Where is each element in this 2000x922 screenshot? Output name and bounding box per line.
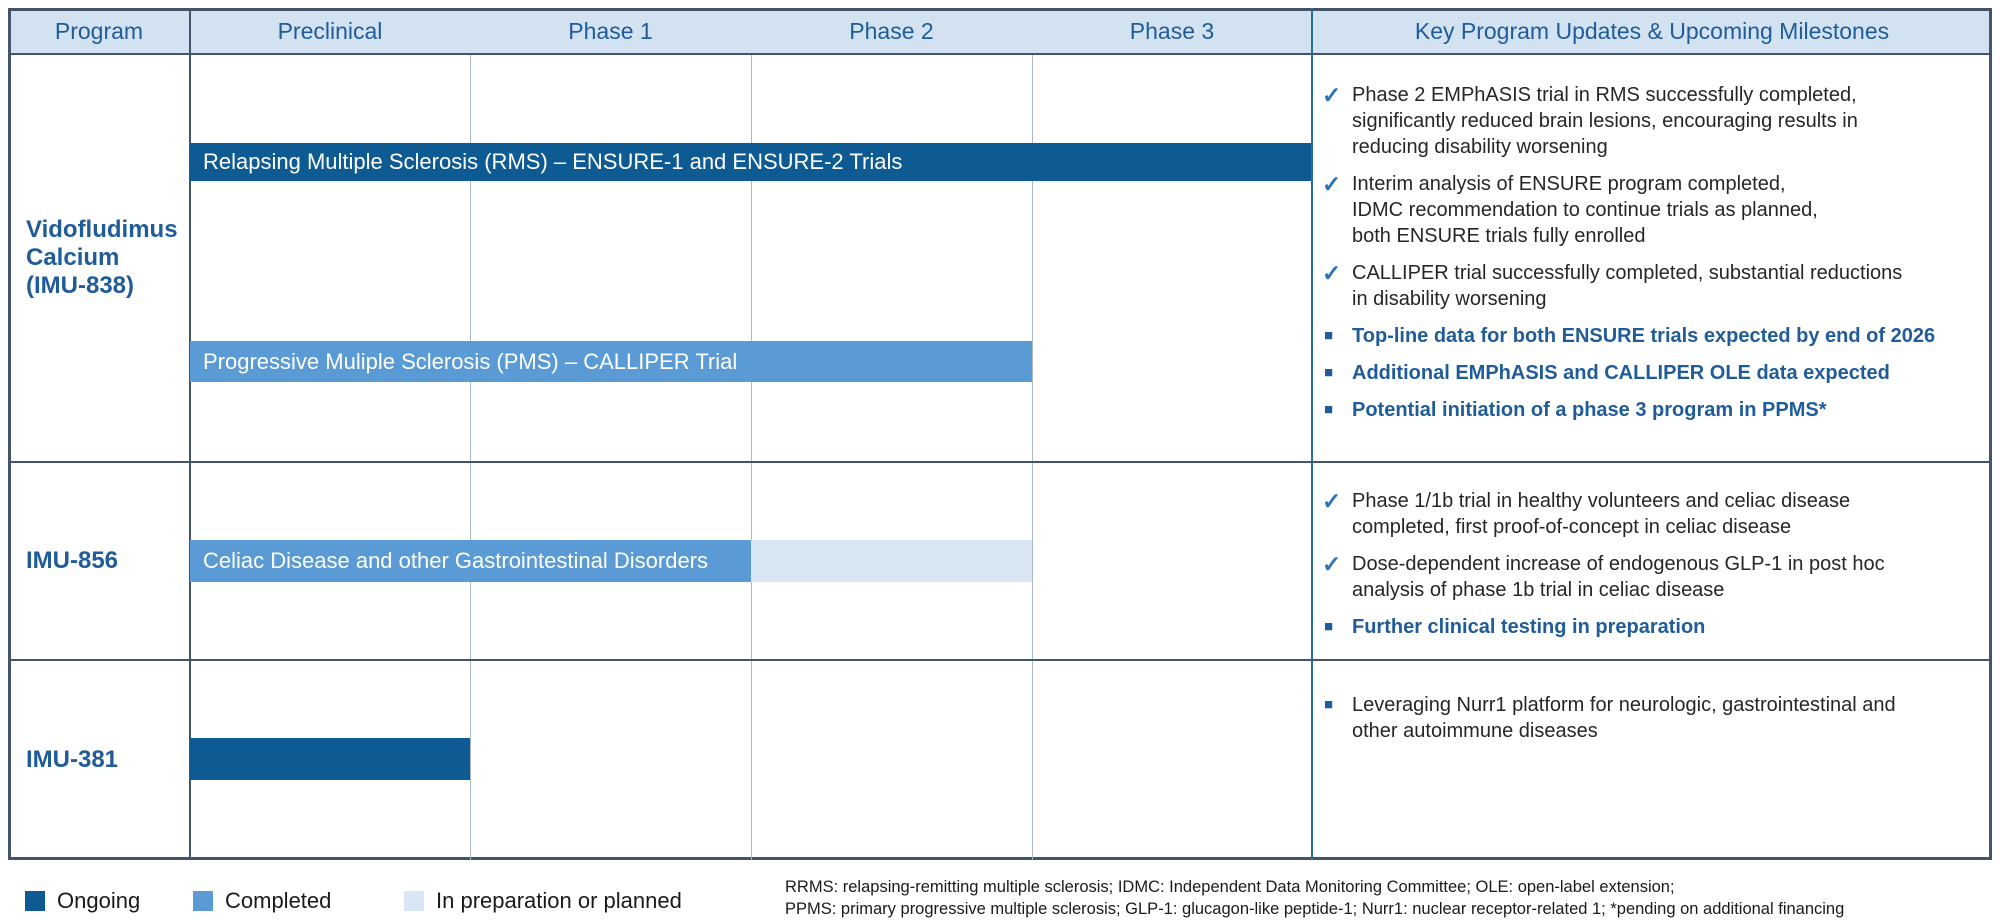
updates-list-imu856: ✓ Phase 1/1b trial in healthy volunteers… xyxy=(1322,488,1982,640)
column-header-program: Program xyxy=(54,18,144,44)
program-name-imu838: Vidofludimus Calcium (IMU-838) xyxy=(26,216,178,299)
update-text: Phase 2 EMPhASIS trial in RMS successful… xyxy=(1352,84,1858,158)
legend-item-completed: Completed xyxy=(193,888,331,914)
footnote-line-1: RRMS: relapsing-remitting multiple scler… xyxy=(785,878,1675,896)
update-item: ■ Additional EMPhASIS and CALLIPER OLE d… xyxy=(1322,360,1982,386)
square-bullet-icon: ■ xyxy=(1324,618,1334,635)
checkmark-icon: ✓ xyxy=(1322,82,1342,108)
grid-line-key-updates xyxy=(1311,8,1313,860)
square-bullet-icon: ■ xyxy=(1324,364,1334,381)
checkmark-icon: ✓ xyxy=(1322,551,1342,577)
update-item: ■ Top-line data for both ENSURE trials e… xyxy=(1322,323,1982,349)
updates-list-imu838: ✓ Phase 2 EMPhASIS trial in RMS successf… xyxy=(1322,82,1982,423)
table-header-row xyxy=(8,8,1992,55)
bar-imu381-preclinical xyxy=(190,738,470,780)
update-item: ■ Leveraging Nurr1 platform for neurolog… xyxy=(1322,692,1982,744)
update-text: Top-line data for both ENSURE trials exp… xyxy=(1352,325,1936,347)
checkmark-icon: ✓ xyxy=(1322,260,1342,286)
update-text: Interim analysis of ENSURE program compl… xyxy=(1352,173,1818,247)
column-header-key-updates: Key Program Updates & Upcoming Milestone… xyxy=(1414,18,1890,44)
update-text: Phase 1/1b trial in healthy volunteers a… xyxy=(1352,490,1851,538)
row-divider-1 xyxy=(8,461,1992,463)
column-header-phase2: Phase 2 xyxy=(849,18,934,44)
update-text: Further clinical testing in preparation xyxy=(1352,616,1706,638)
column-header-preclinical: Preclinical xyxy=(277,18,383,44)
square-bullet-icon: ■ xyxy=(1324,327,1334,344)
program-name-imu381: IMU-381 xyxy=(26,746,119,773)
planned-swatch-icon xyxy=(404,891,424,911)
grid-line-phase2 xyxy=(751,55,752,860)
updates-list-imu381: ■ Leveraging Nurr1 platform for neurolog… xyxy=(1322,692,1982,744)
bar-label: Progressive Muliple Sclerosis (PMS) – CA… xyxy=(203,348,738,374)
legend-item-ongoing: Ongoing xyxy=(25,888,140,914)
grid-line-program xyxy=(189,8,191,860)
update-item: ■ Further clinical testing in preparatio… xyxy=(1322,614,1982,640)
grid-line-phase1 xyxy=(470,55,471,860)
program-name-imu856: IMU-856 xyxy=(26,546,119,574)
footnotes: RRMS: relapsing-remitting multiple scler… xyxy=(785,876,1995,920)
bar-pms-calliper-trial: Progressive Muliple Sclerosis (PMS) – CA… xyxy=(190,341,1032,382)
column-header-phase3: Phase 3 xyxy=(1129,18,1215,44)
legend-label: Completed xyxy=(225,888,332,913)
update-text: Dose-dependent increase of endogenous GL… xyxy=(1352,553,1885,601)
bar-label: Celiac Disease and other Gastrointestina… xyxy=(203,548,709,573)
column-header-phase1: Phase 1 xyxy=(568,18,653,44)
checkmark-icon: ✓ xyxy=(1322,488,1342,514)
bar-celiac-planned-extension xyxy=(751,540,1032,582)
ongoing-swatch-icon xyxy=(25,891,45,911)
bar-label: Relapsing Multiple Sclerosis (RMS) – ENS… xyxy=(203,149,903,174)
grid-line-phase3 xyxy=(1032,55,1033,860)
update-item: ✓ Phase 1/1b trial in healthy volunteers… xyxy=(1322,488,1982,540)
update-text: CALLIPER trial successfully completed, s… xyxy=(1352,262,1903,310)
update-item: ✓ CALLIPER trial successfully completed,… xyxy=(1322,260,1982,312)
bar-celiac-disease: Celiac Disease and other Gastrointestina… xyxy=(190,540,751,582)
completed-swatch-icon xyxy=(193,891,213,911)
checkmark-icon: ✓ xyxy=(1322,171,1342,197)
legend-label: In preparation or planned xyxy=(436,888,682,913)
update-text: Leveraging Nurr1 platform for neurologic… xyxy=(1352,694,1896,742)
update-item: ✓ Dose-dependent increase of endogenous … xyxy=(1322,551,1982,603)
update-item: ■ Potential initiation of a phase 3 prog… xyxy=(1322,397,1982,423)
square-bullet-icon: ■ xyxy=(1324,401,1334,418)
update-item: ✓ Phase 2 EMPhASIS trial in RMS successf… xyxy=(1322,82,1982,160)
footnote-line-2: PPMS: primary progressive multiple scler… xyxy=(785,900,1845,918)
legend-item-planned: In preparation or planned xyxy=(404,888,682,914)
bar-rms-ensure-trials: Relapsing Multiple Sclerosis (RMS) – ENS… xyxy=(190,143,1311,181)
update-item: ✓ Interim analysis of ENSURE program com… xyxy=(1322,171,1982,249)
pipeline-table-border xyxy=(8,8,1992,860)
update-text: Potential initiation of a phase 3 progra… xyxy=(1352,399,1827,421)
update-text: Additional EMPhASIS and CALLIPER OLE dat… xyxy=(1352,362,1890,384)
square-bullet-icon: ■ xyxy=(1324,696,1334,713)
row-divider-2 xyxy=(8,659,1992,661)
legend-label: Ongoing xyxy=(57,888,141,913)
